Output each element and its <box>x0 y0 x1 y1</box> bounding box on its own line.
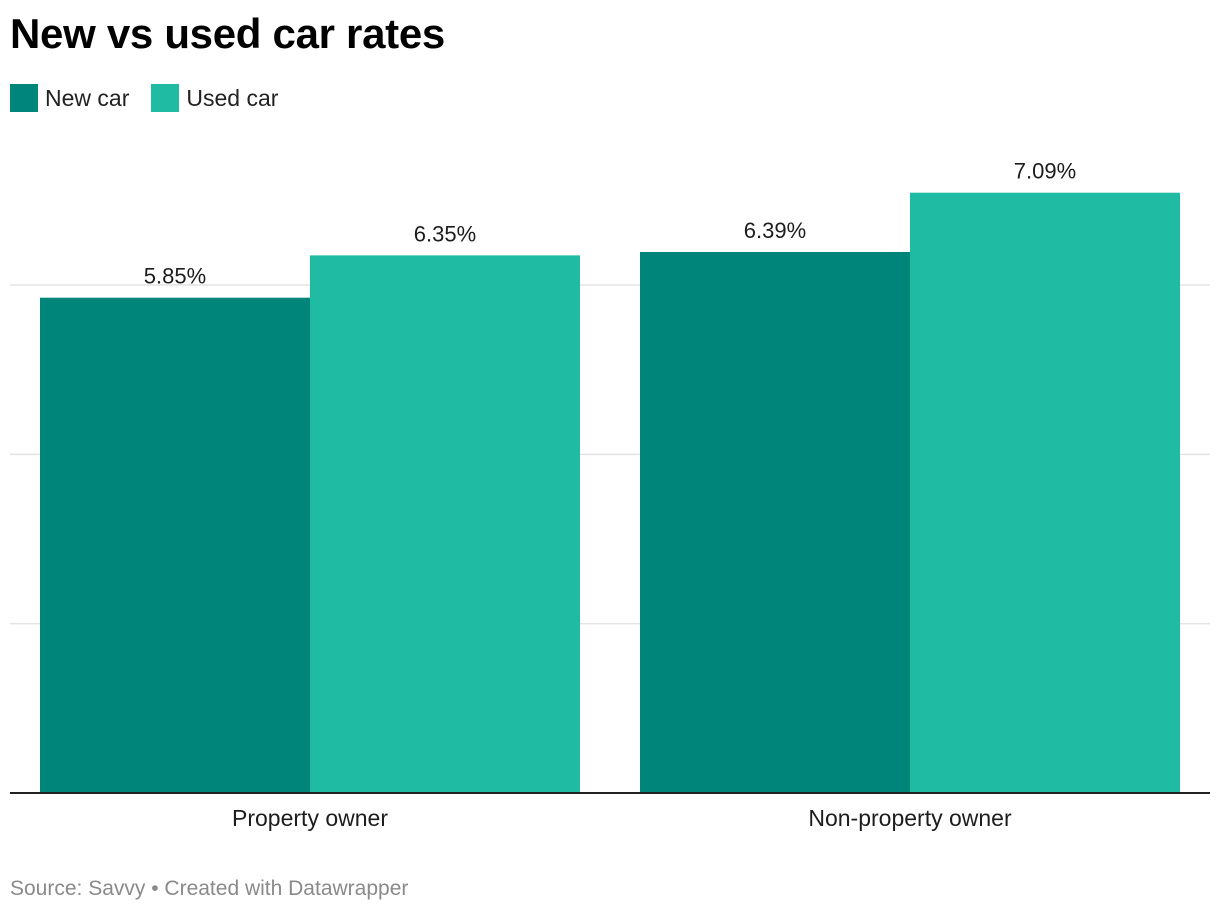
legend-swatch-new-car <box>10 84 38 112</box>
source-footer: Source: Savvy • Created with Datawrapper <box>10 877 409 900</box>
x-tick-label: Non-property owner <box>808 805 1012 831</box>
bar-used-car-property-owner <box>310 255 580 793</box>
bar-new-car-property-owner <box>40 297 310 793</box>
bar-used-car-non-property-owner <box>910 192 1180 794</box>
legend: New car Used car <box>10 84 300 112</box>
x-tick-label: Property owner <box>232 805 388 831</box>
legend-swatch-used-car <box>151 84 180 112</box>
legend-item-new-car: New car <box>10 84 129 112</box>
data-label: 6.39% <box>744 218 806 243</box>
data-label: 6.35% <box>414 221 476 246</box>
bar-new-car-non-property-owner <box>640 251 910 794</box>
legend-label-used-car: Used car <box>186 84 279 111</box>
bar-chart: 5.85% 6.35% Property owner 6.39% 7.09% Non-pr… <box>10 159 1210 831</box>
data-label: 5.85% <box>144 264 206 289</box>
legend-item-used-car: Used car <box>151 84 278 112</box>
chart-title: New vs used car rates <box>10 10 445 57</box>
data-label: 7.09% <box>1014 159 1076 184</box>
legend-label-new-car: New car <box>45 84 130 111</box>
